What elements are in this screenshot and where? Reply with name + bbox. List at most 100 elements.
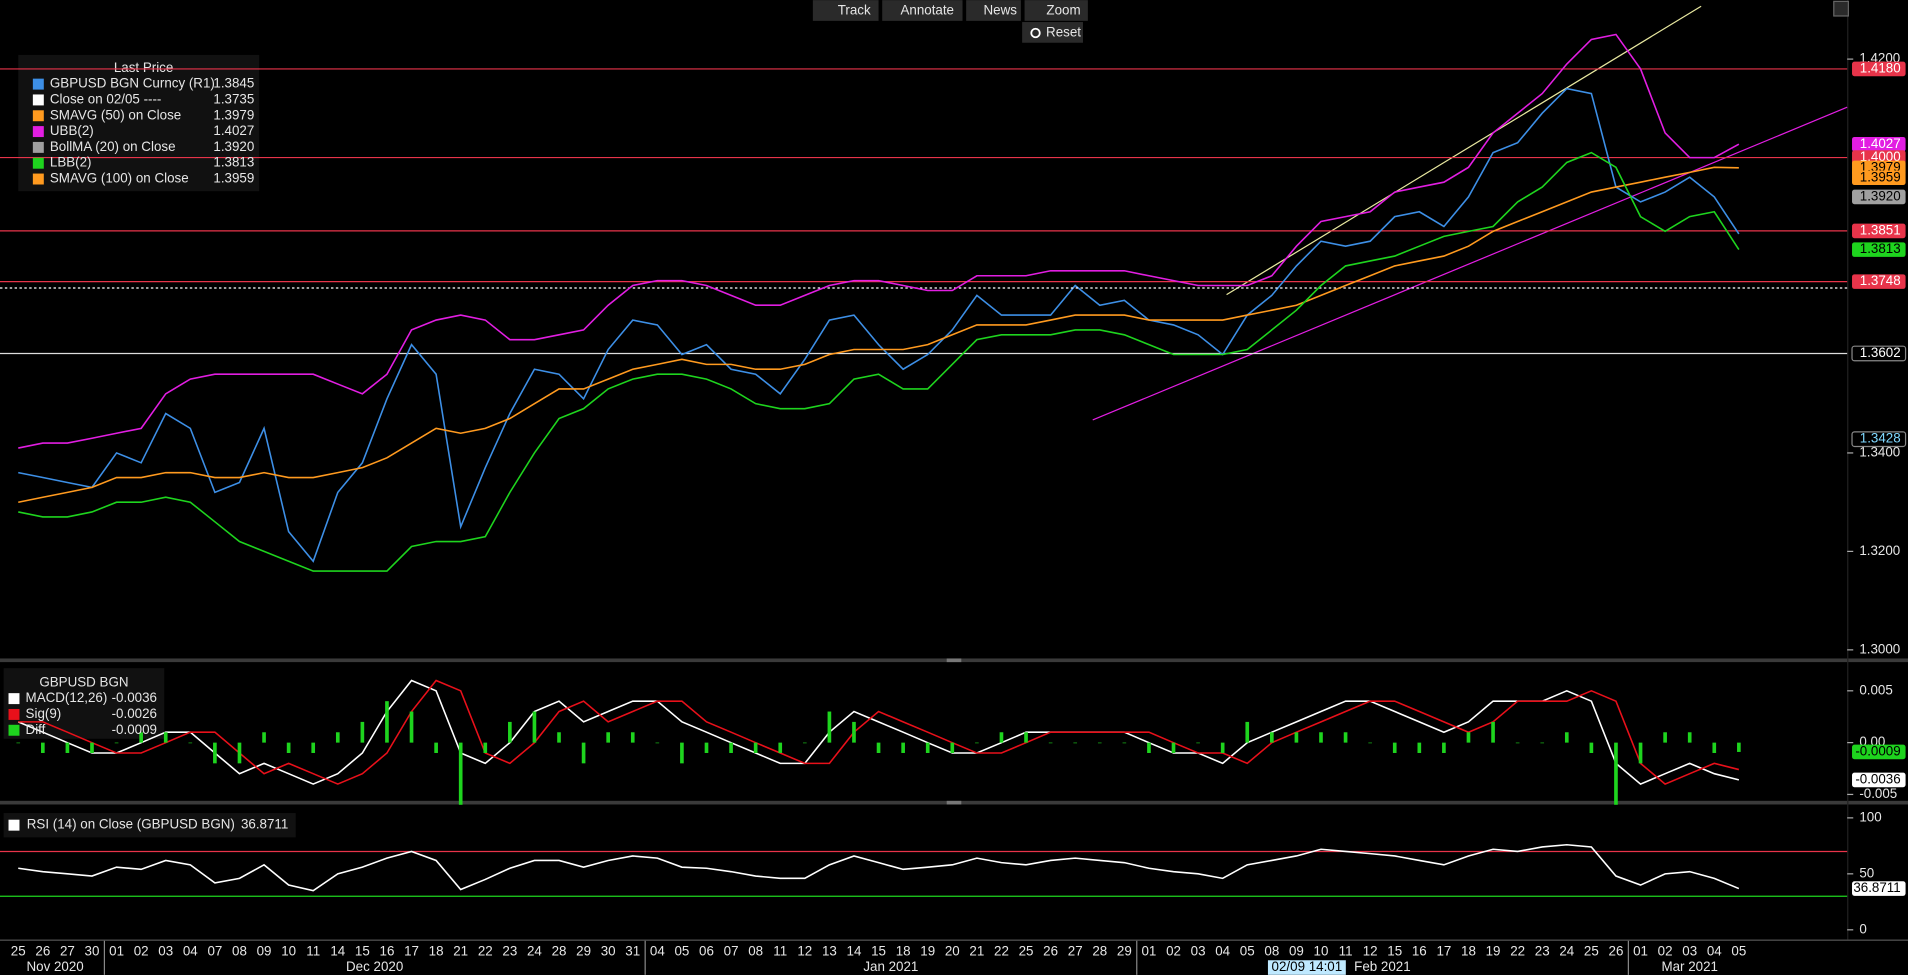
legend-swatch [32,110,44,122]
x-tick-label: 26 [35,943,50,958]
x-tick-label: 11 [1339,943,1353,958]
diff-bar [286,742,291,753]
diff-bar [1442,742,1446,753]
diff-bar [852,721,856,743]
diff-bar [729,742,733,753]
track-label[interactable]: Track [838,3,871,18]
diff-bar [532,711,537,743]
x-tick-label: 03 [1682,943,1697,958]
legend-title: GBPUSD BGN [39,674,128,689]
series-line [17,679,1740,785]
x-tick-label: 02 [134,943,149,958]
diff-bar [655,742,660,744]
series-line [18,33,1740,449]
x-tick-label: 05 [674,943,689,958]
y-tick-label: 1.3000 [1859,641,1900,656]
legend-swatch [8,693,20,705]
legend-swatch [32,141,44,153]
diff-bar [1663,732,1667,743]
annotate-button[interactable] [882,0,963,21]
diff-bar [65,742,70,753]
diff-bar [1097,742,1102,744]
legend-name: Close on 02/05 ---- [50,91,162,106]
x-tick-label: 19 [1486,943,1501,958]
diff-bar [188,742,193,744]
value-badge [1852,242,1906,257]
news-label[interactable]: News [984,3,1018,18]
diff-bar [1466,732,1471,743]
diff-bar [680,742,684,764]
x-tick-label: 24 [1559,943,1574,958]
diff-bar [999,732,1004,743]
value-badge [1851,345,1907,362]
annotate-label[interactable]: Annotate [900,3,954,18]
x-tick-label: 25 [1019,943,1034,958]
diff-bar [458,742,463,805]
x-tick-label: 14 [847,943,862,958]
x-tick-label: 21 [969,943,984,958]
value-badge-label: 1.4180 [1860,60,1901,75]
diff-bar [1417,742,1422,753]
series-line [18,843,1740,892]
y-tick-label: -0.005 [1859,786,1897,801]
rsi-legend [3,813,296,838]
diff-bar [335,732,340,743]
diff-bar [434,742,438,753]
diff-bar [1712,742,1717,753]
value-badge-label: 1.3920 [1860,188,1901,203]
legend-swatch [32,126,44,138]
menu-button[interactable] [1833,0,1849,17]
diff-bar [90,742,94,753]
x-tick-label: 04 [183,943,198,958]
value-badge [1852,881,1906,896]
legend-value: 1.3979 [213,107,254,122]
value-badge-label: -0.0009 [1855,743,1900,758]
legend-value: 36.8711 [241,817,288,832]
diff-bar [704,742,709,753]
value-badge [1852,189,1906,205]
news-button[interactable] [966,0,1021,21]
cursor-date: 02/09 14:01 [1272,959,1343,974]
price-legend [18,54,260,192]
value-badge-label: 1.4000 [1860,149,1901,164]
zoom-button[interactable] [1024,0,1088,21]
x-tick-label: 19 [920,943,935,958]
x-tick-label: 11 [773,943,787,958]
reset-label[interactable]: Reset [1046,25,1081,40]
x-tick-label: 27 [60,943,75,958]
legend-name: RSI (14) on Close (GBPUSD BGN) [27,817,235,832]
x-tick-label: 30 [85,943,100,958]
value-badge [1852,744,1906,760]
diff-bar [508,721,512,743]
legend-swatch [32,94,44,106]
legend-name: Diff [26,722,46,737]
x-tick-label: 05 [1731,943,1746,958]
diff-bar [1270,732,1274,743]
zoom-label[interactable]: Zoom [1046,3,1080,18]
legend-name: MACD(12,26) [26,690,108,705]
reset-icon[interactable] [1030,27,1041,39]
diff-bar [630,732,635,743]
series-line [18,679,1740,785]
x-tick-label: 18 [896,943,911,958]
value-badge-label: 36.8711 [1853,880,1900,895]
month-label: Dec 2020 [346,959,403,974]
month-label: Jan 2021 [863,959,918,974]
diff-bar [163,732,168,743]
x-tick-label: 03 [1191,943,1206,958]
series-line [18,166,1739,503]
value-badge [1852,223,1906,239]
x-tick-label: 01 [109,943,124,958]
x-tick-label: 18 [1461,943,1476,958]
x-tick-label: 06 [699,943,714,958]
divider-handle[interactable] [946,800,962,805]
x-tick-label: 15 [355,943,370,958]
toolbar: Track Annotate News Zoom Reset [812,0,1849,43]
x-tick-label: 14 [330,943,345,958]
diff-bar [557,732,561,743]
legend-value: 1.3845 [213,76,254,91]
divider-handle[interactable] [946,658,962,663]
track-button[interactable] [812,0,879,21]
